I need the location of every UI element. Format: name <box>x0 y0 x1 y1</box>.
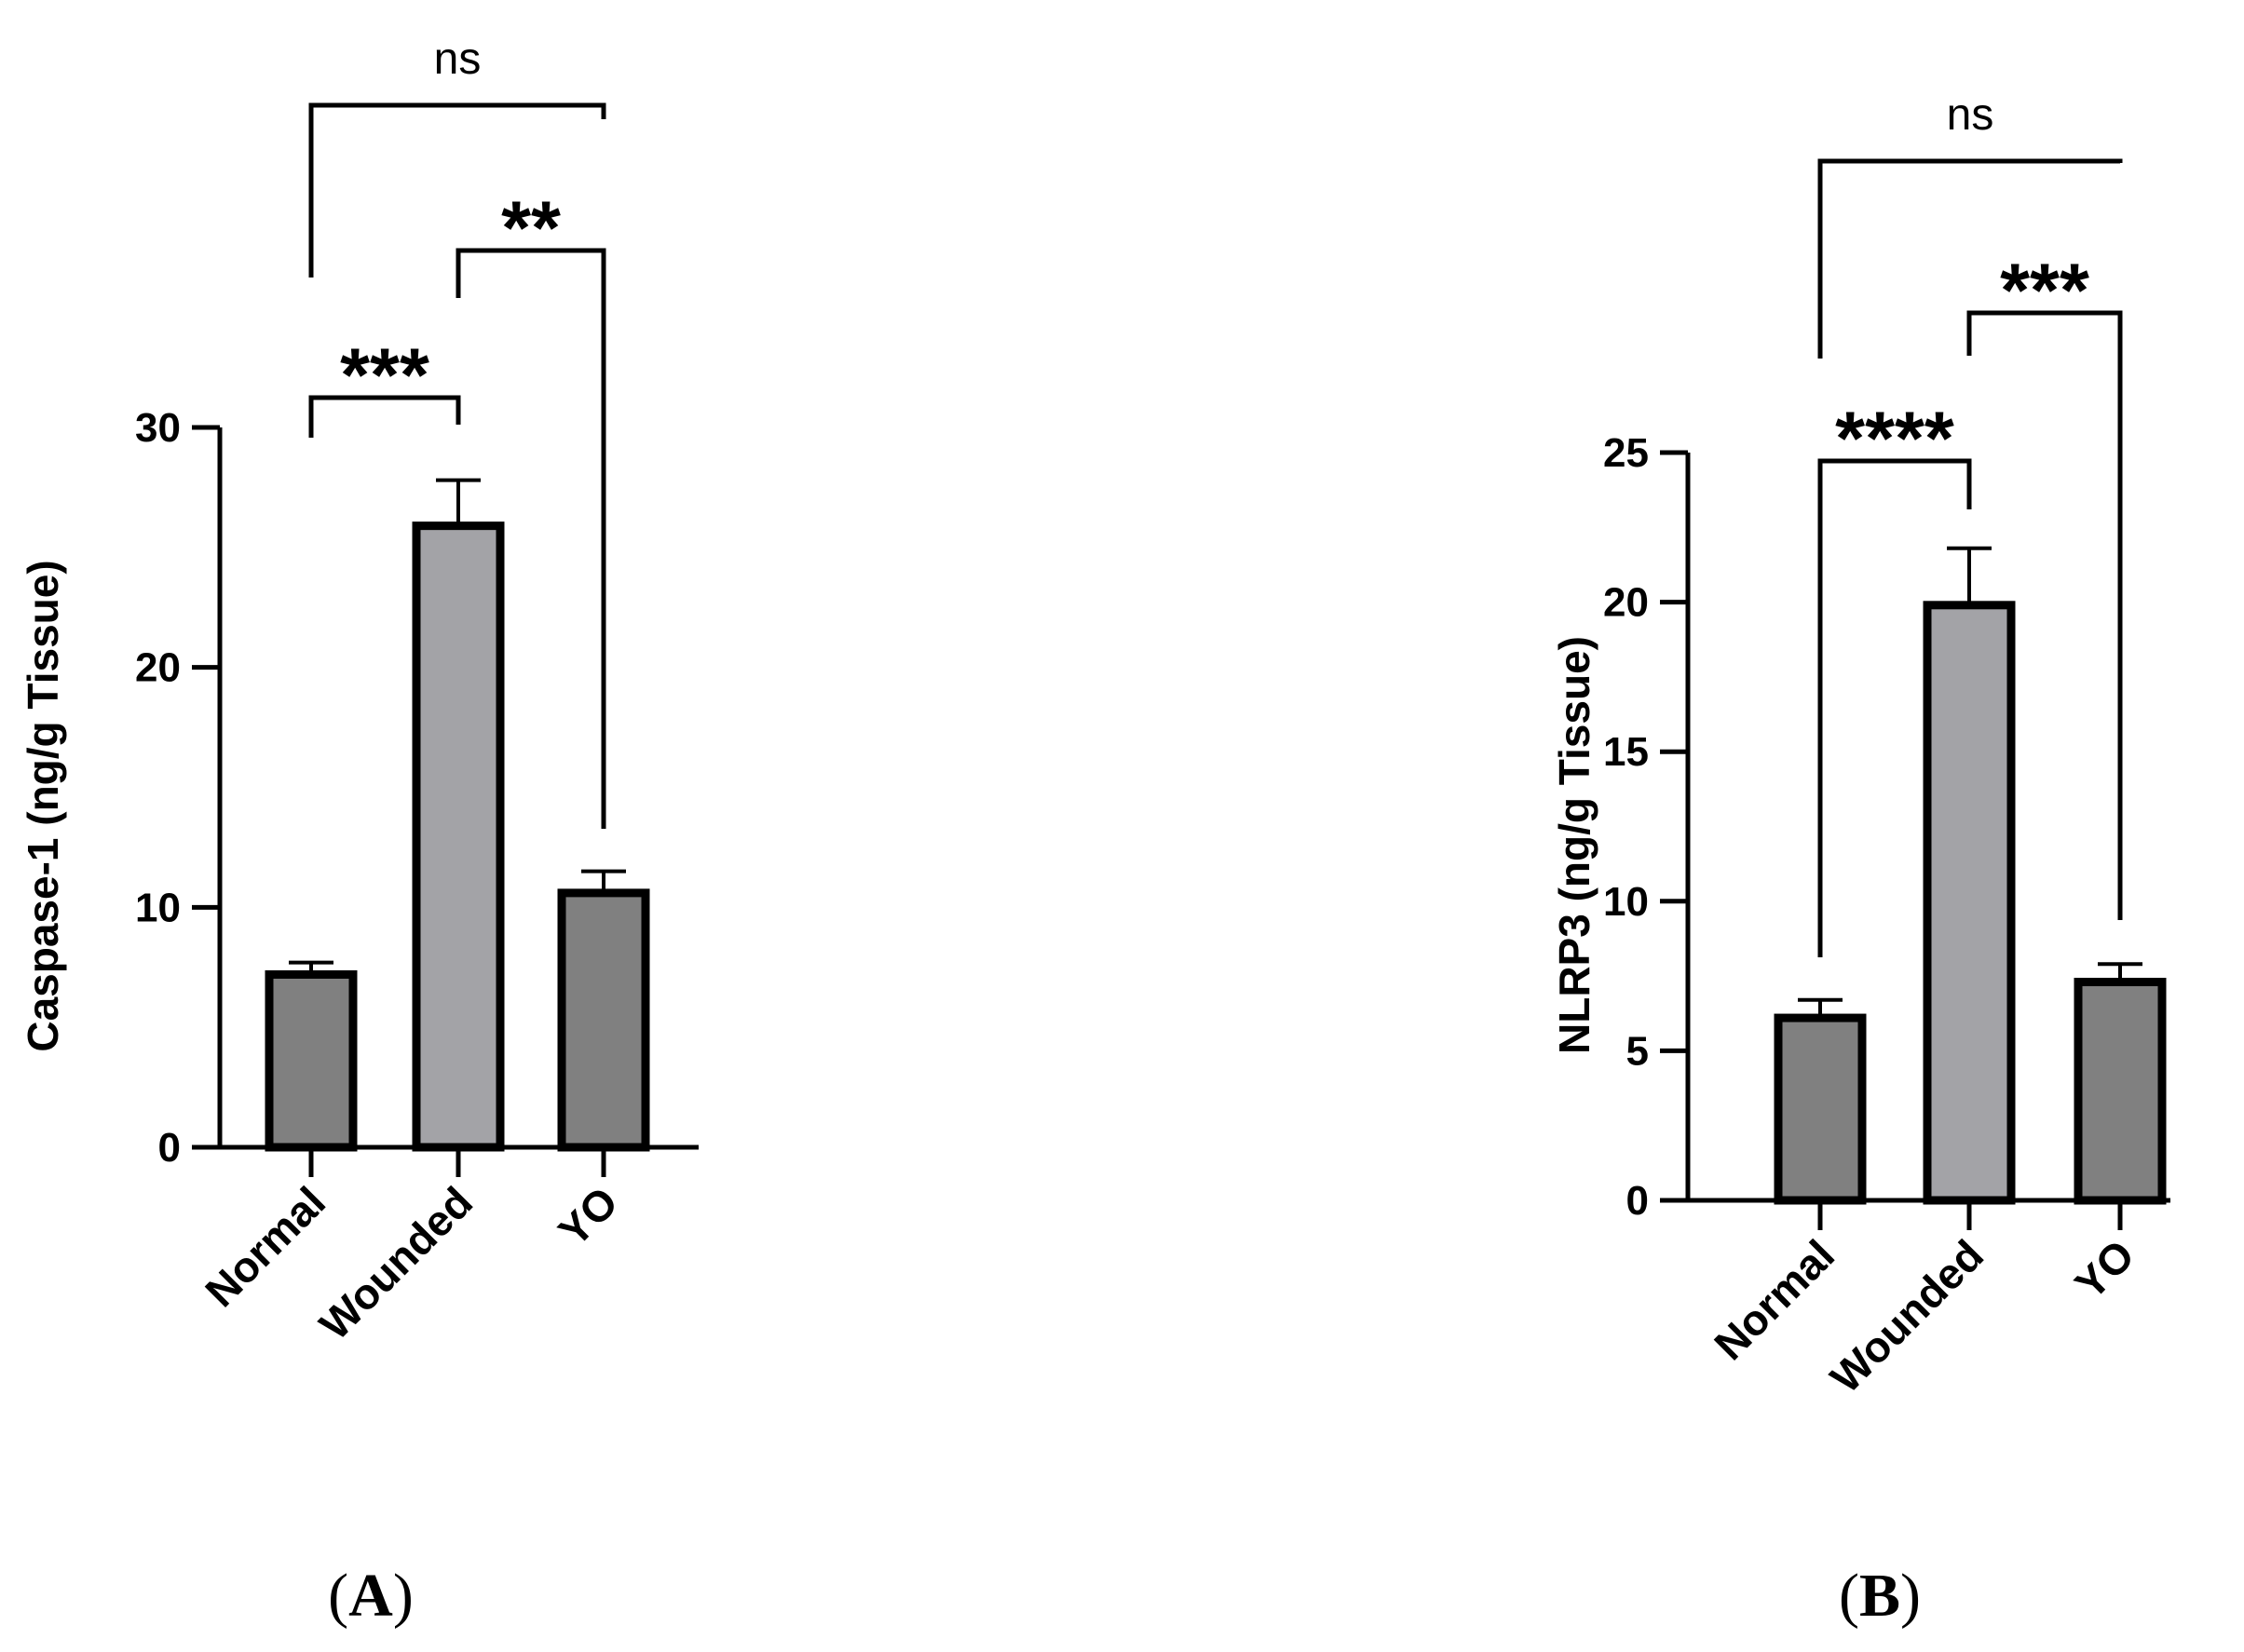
a-category-label: YO <box>549 1177 627 1255</box>
b-category-label: Normal <box>1705 1230 1843 1369</box>
b-significance-label: ns <box>1947 90 1994 140</box>
b-significance-bracket <box>1966 310 2123 920</box>
b-significance-bracket <box>1817 458 1972 957</box>
b-panel-label: (B) <box>1839 1562 1921 1630</box>
a-y-tick-label: 20 <box>135 645 181 691</box>
b-y-tick-label: 20 <box>1603 580 1649 626</box>
b-significance-label: **** <box>1835 397 1954 481</box>
a-bar-wounded <box>412 521 505 1152</box>
b-significance-label: *** <box>2000 249 2089 333</box>
a-significance-bracket <box>308 102 606 278</box>
b-significance-bracket <box>1817 158 2123 359</box>
b-category-label: YO <box>2065 1230 2143 1308</box>
a-bar-yo <box>557 888 650 1152</box>
panel-a-chart: 0 10 20 30 Caspase-1 (ng/g Tissue) NormalWoun… <box>19 34 699 1630</box>
b-y-tick-label: 10 <box>1603 879 1649 925</box>
a-significance-bracket <box>456 248 606 829</box>
b-y-tick-label: 25 <box>1603 430 1649 476</box>
b-y-axis-label: NLRP3 (ng/g Tissue) <box>1550 636 1598 1054</box>
a-category-label: Wounded <box>310 1177 482 1348</box>
a-significance-label: ** <box>501 186 561 271</box>
b-y-tick-label: 0 <box>1626 1178 1649 1224</box>
a-y-tick-label: 30 <box>135 405 181 451</box>
b-category-label: Wounded <box>1821 1230 1992 1401</box>
b-y-tick-label: 5 <box>1626 1028 1649 1074</box>
a-bar-normal <box>265 969 358 1152</box>
a-category-label: Normal <box>196 1177 334 1316</box>
a-significance-label: *** <box>340 333 429 418</box>
a-significance-label: ns <box>434 34 482 84</box>
b-bar-yo <box>2074 978 2167 1205</box>
a-y-tick-label: 0 <box>158 1125 181 1171</box>
a-significance-bracket <box>308 395 461 438</box>
a-panel-label: (A) <box>328 1562 414 1630</box>
b-bar-normal <box>1774 1013 1867 1205</box>
a-y-tick-label: 10 <box>135 885 181 930</box>
b-bar-wounded <box>1923 601 2016 1205</box>
b-y-tick-label: 15 <box>1603 729 1649 775</box>
a-y-axis-label: Caspase-1 (ng/g Tissue) <box>19 560 67 1051</box>
panel-b-chart: 0 5 10 15 20 25 NLRP3 (ng/g Tissue) NormalWound… <box>1550 90 2170 1630</box>
